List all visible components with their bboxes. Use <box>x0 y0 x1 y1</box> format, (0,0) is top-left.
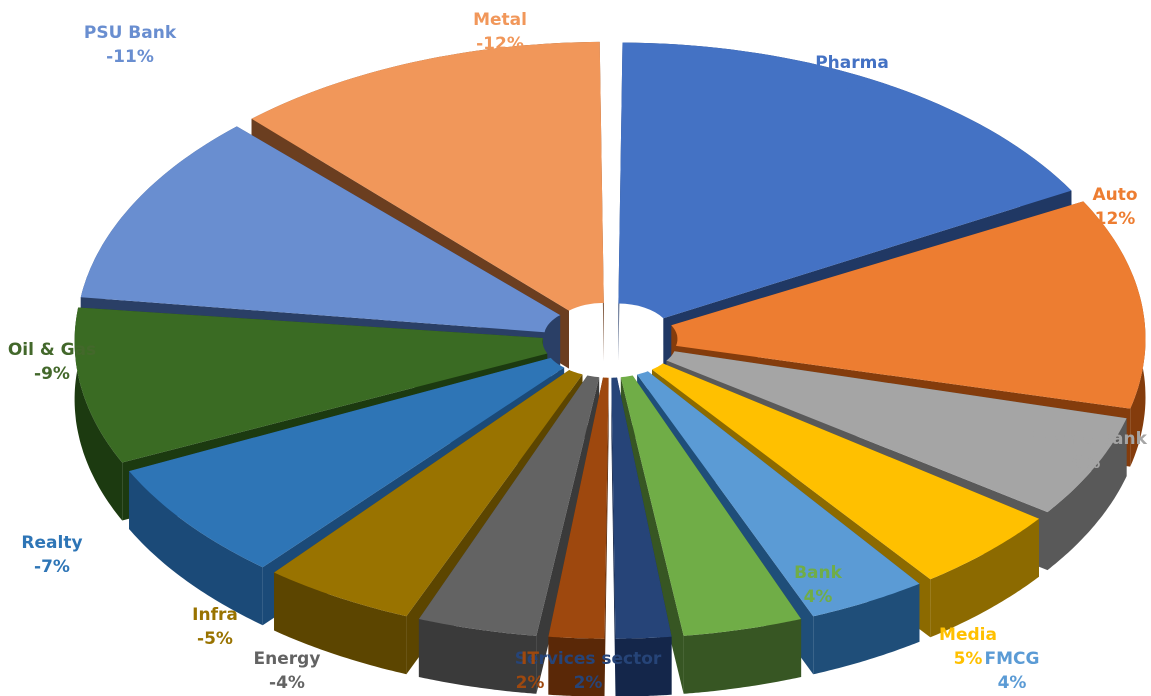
slice-top <box>80 126 561 333</box>
slice-value-oil-gas: -9% <box>34 364 70 384</box>
slice-top <box>618 42 1072 319</box>
slice-value-media: 5% <box>954 649 983 669</box>
slice-value-bank: 4% <box>804 587 833 607</box>
slice-value-services-sector: 2% <box>574 673 603 693</box>
pie-slice-bank <box>620 375 802 694</box>
slice-wall <box>129 471 263 626</box>
slice-label-infra: Infra <box>192 605 238 625</box>
slice-top <box>611 377 672 639</box>
slice-top <box>671 201 1146 409</box>
pie-slice-services-sector <box>611 377 672 696</box>
slice-wall <box>615 636 672 696</box>
slice-top <box>74 307 548 463</box>
slice-label-energy: Energy <box>254 649 321 669</box>
slice-label-media: Media <box>939 625 997 645</box>
slice-label-oil-gas: Oil & Gas <box>8 340 96 360</box>
slice-top <box>129 357 565 568</box>
slice-value-private-bank: 6% <box>1072 453 1101 473</box>
slice-top <box>637 371 920 617</box>
slice-wall <box>1047 418 1127 571</box>
slice-top <box>666 351 1127 513</box>
slice-top <box>652 363 1039 580</box>
slice-top <box>274 370 583 617</box>
slice-value-psu-bank: -11% <box>106 47 154 67</box>
slice-label-metal: Metal <box>473 10 527 30</box>
slice-label-private-bank: Private bank <box>1025 429 1148 449</box>
slice-wall <box>930 518 1039 638</box>
slice-label-fmcg: FMCG <box>985 649 1040 669</box>
slice-label-pharma: Pharma <box>815 53 889 73</box>
slice-value-metal: -12% <box>476 34 524 54</box>
slice-label-realty: Realty <box>21 533 82 553</box>
slice-value-pharma: 17% <box>832 77 873 97</box>
slice-label-auto: Auto <box>1092 185 1137 205</box>
slice-wall <box>74 307 123 521</box>
slice-wall <box>418 619 537 694</box>
slice-top <box>548 377 609 639</box>
slice-wall <box>683 619 802 694</box>
slice-wall <box>813 583 920 675</box>
slice-top <box>620 375 802 636</box>
slice-edge <box>604 377 609 696</box>
slice-top <box>251 41 604 311</box>
slice-value-fmcg: 4% <box>998 673 1027 693</box>
slice-top <box>418 375 600 636</box>
slice-value-realty: -7% <box>34 557 70 577</box>
slice-value-energy: -4% <box>269 673 305 693</box>
slice-label-it: IT <box>521 649 539 669</box>
slice-label-bank: Bank <box>794 563 843 583</box>
slice-label-services-sector: Services sector <box>515 649 662 669</box>
pie-slice-energy <box>418 375 600 694</box>
slice-value-infra: -5% <box>197 629 233 649</box>
slice-edge <box>536 377 600 694</box>
slice-edge <box>611 377 616 696</box>
slice-value-auto: 12% <box>1095 209 1136 229</box>
slice-wall <box>274 572 407 675</box>
slice-value-it: 2% <box>516 673 545 693</box>
slice-label-psu-bank: PSU Bank <box>84 23 177 43</box>
slice-edge <box>620 377 684 694</box>
slice-wall <box>548 636 605 696</box>
pie-slice-it <box>548 377 609 696</box>
